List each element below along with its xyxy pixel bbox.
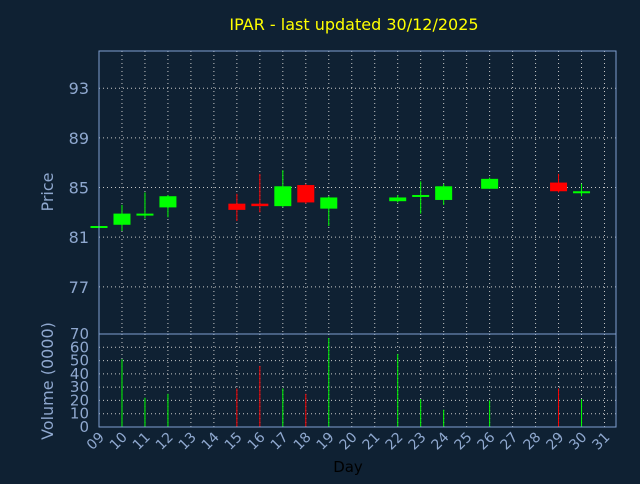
price-y-axis: 77 81 85 89 93 (69, 79, 89, 297)
x-tick-label: 27 (498, 430, 522, 454)
candle-body (481, 178, 499, 189)
x-tick-label: 25 (452, 430, 476, 454)
candle-body (550, 182, 568, 192)
x-tick-label: 29 (543, 430, 567, 454)
chart-title: IPAR - last updated 30/12/2025 (229, 15, 478, 34)
x-tick-label: 17 (268, 430, 292, 454)
price-tick-label: 89 (69, 129, 89, 148)
x-tick-label: 16 (245, 429, 269, 453)
x-tick-label: 24 (429, 429, 453, 453)
x-tick-label: 31 (589, 430, 613, 454)
x-tick-label: 12 (153, 430, 177, 454)
candle-body (228, 203, 246, 210)
volume-tick-label: 10 (70, 405, 89, 423)
x-tick-label: 21 (360, 430, 384, 454)
volume-tick-label: 50 (70, 352, 89, 370)
candles (90, 170, 591, 231)
candle-body (297, 185, 315, 203)
price-tick-label: 77 (69, 278, 89, 297)
price-tick-label: 93 (69, 79, 89, 98)
x-tick-label: 18 (291, 430, 315, 454)
x-tick-label: 23 (406, 430, 430, 454)
candle-body (274, 186, 292, 207)
candle-body (251, 203, 269, 207)
candle-body (320, 197, 338, 209)
candle-body (389, 197, 407, 202)
volume-tick-label: 20 (70, 391, 89, 409)
candle-body (435, 186, 453, 200)
volume-tick-label: 0 (79, 418, 89, 436)
volume-axis-label: Volume (0000) (38, 322, 57, 440)
volume-bars (121, 337, 583, 427)
candle-body (573, 191, 591, 194)
candle-body (136, 213, 154, 216)
price-tick-label: 85 (69, 179, 89, 198)
x-tick-label: 22 (383, 430, 407, 454)
volume-panel-grid (99, 334, 616, 427)
x-axis-label: Day (333, 458, 363, 476)
x-tick-label: 19 (314, 430, 338, 454)
candle-body (159, 196, 177, 208)
x-tick-label: 20 (337, 430, 361, 454)
x-tick-label: 13 (176, 430, 200, 454)
x-tick-label: 26 (475, 429, 499, 453)
x-tick-label: 14 (199, 429, 223, 453)
x-tick-label: 28 (520, 430, 544, 454)
volume-tick-label: 60 (70, 338, 89, 356)
x-tick-label: 10 (107, 430, 131, 454)
price-tick-label: 81 (69, 228, 89, 247)
x-tick-label: 30 (566, 430, 590, 454)
x-axis: 09 10 11 12 13 14 15 16 17 18 19 20 21 22 23 24 25 26 27 28… (84, 429, 613, 453)
candle-body (113, 213, 131, 225)
volume-tick-label: 70 (70, 325, 89, 343)
price-panel-frame (98, 50, 617, 335)
volume-tick-label: 40 (70, 365, 89, 383)
price-panel-grid (99, 51, 616, 334)
volume-tick-label: 30 (70, 378, 89, 396)
x-tick-label: 15 (222, 430, 246, 454)
price-axis-label: Price (38, 172, 57, 211)
candle-body (412, 194, 430, 197)
x-tick-label: 11 (130, 430, 154, 454)
volume-panel-frame (98, 333, 617, 428)
